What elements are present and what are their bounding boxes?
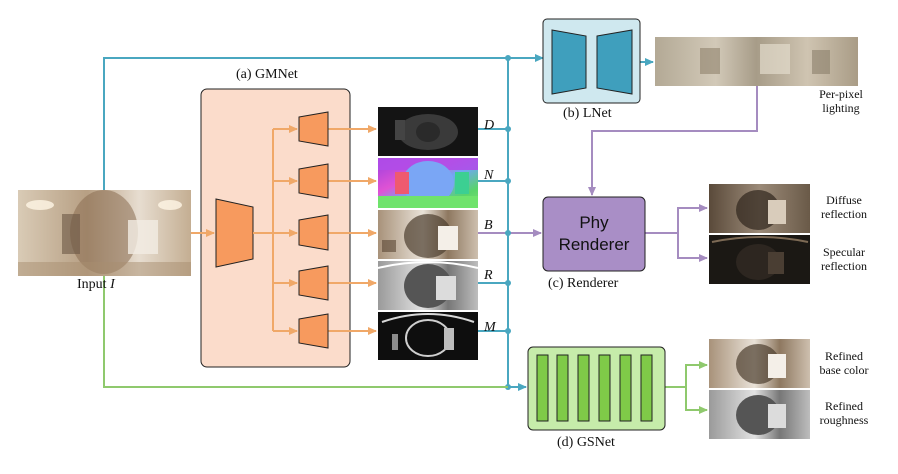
roughness-map-image xyxy=(377,261,479,310)
phy-renderer-line-2: Renderer xyxy=(558,235,630,254)
specular-line-1: Specular xyxy=(823,245,865,259)
input-label-symbol: I xyxy=(110,277,115,292)
map-label-b: B xyxy=(484,218,493,233)
decoder-block-n xyxy=(298,163,329,199)
diffuse-line-1: Diffuse xyxy=(826,193,862,207)
refined-rough-line-1: Refined xyxy=(825,399,863,413)
gsnet-layer-1 xyxy=(536,354,549,422)
refined-roughness-image xyxy=(709,390,810,439)
map-label-n: N xyxy=(484,168,494,183)
lighting-map-image xyxy=(655,37,858,86)
refined-roughness-label: Refined roughness xyxy=(810,399,878,427)
gmnet-encoder-block xyxy=(215,198,254,268)
phy-renderer-text: Phy Renderer xyxy=(543,212,645,256)
specular-reflection-label: Specular reflection xyxy=(812,245,876,273)
refined-base-color-image xyxy=(709,339,810,388)
decoder-block-r xyxy=(298,265,329,301)
gsnet-layer-4 xyxy=(598,354,611,422)
input-image xyxy=(18,190,191,276)
lnet-label: (b) LNet xyxy=(563,106,612,121)
base-color-map-image xyxy=(378,210,478,259)
gsnet-label: (d) GSNet xyxy=(557,435,615,450)
refined-rough-line-2: roughness xyxy=(819,413,869,427)
gmnet-label: (a) GMNet xyxy=(236,67,298,82)
input-label-prefix: Input xyxy=(77,277,111,292)
metallic-map-image xyxy=(378,312,478,360)
phy-renderer-box xyxy=(542,196,646,272)
specular-line-2: reflection xyxy=(821,259,867,273)
gmnet-connectors xyxy=(191,125,377,335)
depth-map-image xyxy=(378,107,478,156)
input-label: Input I xyxy=(77,277,115,293)
lnet-encoder-block xyxy=(551,29,587,95)
green-connectors xyxy=(103,276,708,414)
map-label-r: R xyxy=(484,268,493,283)
decoder-block-m xyxy=(298,313,329,349)
per-pixel-lighting-line-1: Per-pixel xyxy=(819,87,863,101)
refined-base-line-2: base color xyxy=(819,363,869,377)
gsnet-layer-3 xyxy=(577,354,590,422)
decoder-block-b xyxy=(298,214,329,251)
renderer-label: (c) Renderer xyxy=(548,276,619,291)
map-label-m: M xyxy=(484,320,496,335)
lnet-decoder-block xyxy=(596,29,633,95)
diffuse-reflection-image xyxy=(709,184,810,233)
refined-base-color-label: Refined base color xyxy=(810,349,878,377)
normal-map-image xyxy=(378,158,478,208)
decoder-block-d xyxy=(298,111,329,147)
diffuse-line-2: reflection xyxy=(821,207,867,221)
per-pixel-lighting-line-2: lighting xyxy=(822,101,860,115)
gsnet-layer-2 xyxy=(556,354,569,422)
phy-renderer-line-1: Phy xyxy=(579,213,609,232)
gsnet-layer-5 xyxy=(619,354,632,422)
specular-reflection-image xyxy=(709,235,810,284)
map-label-d: D xyxy=(484,118,495,133)
per-pixel-lighting-label: Per-pixel lighting xyxy=(812,87,870,115)
diffuse-reflection-label: Diffuse reflection xyxy=(812,193,876,221)
gsnet-layer-6 xyxy=(640,354,653,422)
refined-base-line-1: Refined xyxy=(825,349,863,363)
junction-dot-b xyxy=(505,230,511,236)
